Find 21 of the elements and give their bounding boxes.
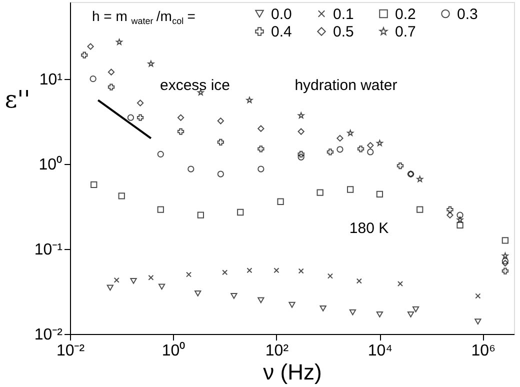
annotation: hydration water bbox=[294, 77, 398, 94]
annotation: excess ice bbox=[160, 77, 230, 94]
x-tick-label: 10² bbox=[265, 342, 290, 360]
y-tick-label: 10⁰ bbox=[38, 155, 62, 174]
legend-label: 0.7 bbox=[395, 24, 416, 40]
y-tick-label: 10⁻² bbox=[34, 326, 64, 344]
x-tick-label: 10⁴ bbox=[368, 342, 393, 360]
x-tick-label: 10⁶ bbox=[471, 342, 496, 360]
legend-label: 0.3 bbox=[457, 6, 478, 23]
legend-label: 0.1 bbox=[333, 6, 354, 23]
x-axis-title: ν (Hz) bbox=[263, 360, 322, 384]
annotation: 180 K bbox=[349, 220, 389, 237]
x-tick-label: 10⁻² bbox=[56, 342, 86, 360]
legend-label: 0.4 bbox=[271, 24, 292, 40]
legend-label: 0.2 bbox=[395, 6, 416, 23]
legend-label: 0.0 bbox=[271, 6, 292, 23]
y-tick-label: 10¹ bbox=[39, 71, 62, 88]
y-tick-label: 10⁻¹ bbox=[34, 241, 62, 258]
y-axis-title: ε'' bbox=[4, 86, 30, 114]
legend-label: 0.5 bbox=[333, 24, 354, 40]
x-tick-label: 10⁰ bbox=[162, 342, 186, 360]
